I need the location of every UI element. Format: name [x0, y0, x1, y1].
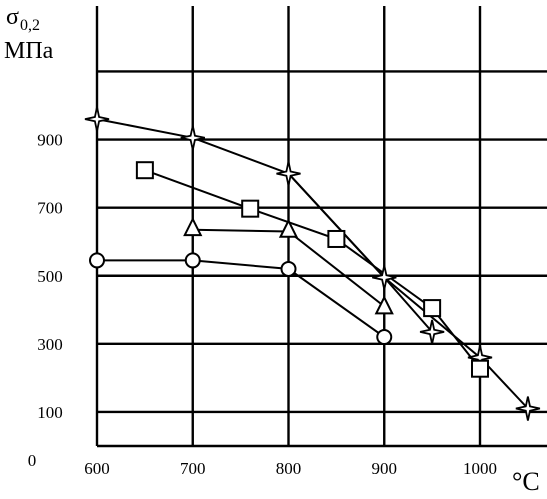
series-circle-line — [97, 259, 385, 338]
y-axis-label-unit: МПа — [4, 38, 54, 64]
data-point-square — [327, 229, 346, 248]
y-tick-label: 500 — [37, 267, 63, 286]
y-axis-label-subscript: 0,2 — [20, 17, 40, 34]
x-tick-label: 1000 — [463, 459, 497, 478]
y-tick-label: 700 — [37, 199, 63, 218]
series-star-line — [287, 172, 529, 410]
grid — [95, 6, 547, 448]
data-point-star — [276, 161, 301, 186]
series-lines — [96, 118, 529, 410]
data-point-circle — [280, 260, 297, 277]
data-point-square — [423, 299, 442, 318]
data-point-star — [372, 265, 397, 290]
data-point-star — [180, 125, 205, 150]
y-tick-label: 300 — [37, 335, 63, 354]
tick-labels: 600 700 800 900 1000 0 100 300 500 700 900 — [28, 131, 497, 478]
x-tick-label: 900 — [372, 459, 398, 478]
data-point-star — [419, 319, 445, 345]
data-point-circle — [89, 252, 105, 269]
data-point-square — [135, 161, 154, 180]
y-tick-label: 0 — [28, 451, 37, 470]
y-axis-label-symbol: σ — [6, 4, 19, 30]
data-point-star — [515, 396, 541, 421]
data-point-square — [241, 199, 260, 218]
series-star-line — [96, 118, 433, 333]
data-point-triangle — [278, 218, 299, 238]
data-point-star — [84, 106, 110, 132]
x-tick-label: 700 — [180, 459, 206, 478]
data-point-circle — [184, 252, 201, 269]
data-point-triangle — [374, 295, 394, 315]
x-axis-label: °C — [512, 467, 540, 496]
data-point-triangle — [183, 216, 203, 237]
y-tick-label: 900 — [37, 131, 63, 150]
series-markers — [84, 106, 541, 421]
x-tick-label: 800 — [276, 459, 302, 478]
data-point-circle — [376, 329, 393, 346]
data-point-square — [471, 359, 489, 378]
y-tick-label: 100 — [37, 403, 63, 422]
x-tick-label: 600 — [84, 459, 110, 478]
